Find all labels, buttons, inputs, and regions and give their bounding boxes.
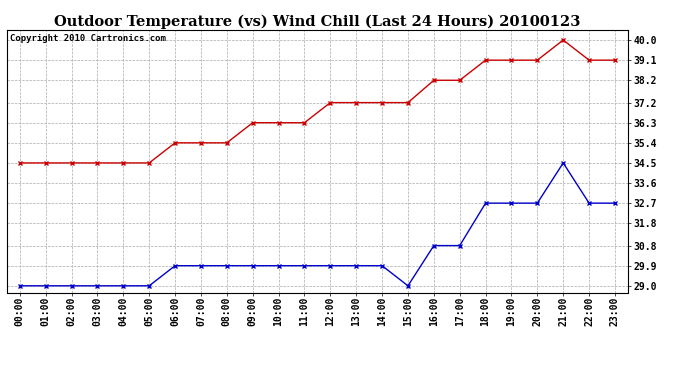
Text: Copyright 2010 Cartronics.com: Copyright 2010 Cartronics.com: [10, 34, 166, 43]
Text: Outdoor Temperature (vs) Wind Chill (Last 24 Hours) 20100123: Outdoor Temperature (vs) Wind Chill (Las…: [55, 15, 580, 29]
